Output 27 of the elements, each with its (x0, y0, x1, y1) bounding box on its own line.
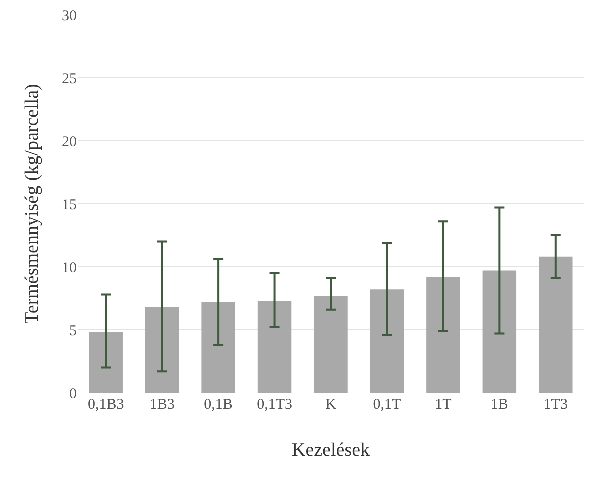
bar (482, 270, 517, 393)
x-tick-label: 0,1T3 (257, 397, 292, 413)
x-tick-label: 0,1T (373, 397, 402, 413)
y-tick-label: 10 (62, 260, 77, 276)
y-tick-label: 25 (62, 71, 77, 88)
x-tick-label: 1T (435, 397, 452, 413)
bar (89, 332, 123, 393)
y-tick-label: 30 (62, 8, 77, 24)
y-tick-label: 5 (70, 323, 77, 340)
y-axis-title: Termésmennyiség (kg/parcella) (22, 84, 43, 324)
bar (314, 296, 348, 393)
bar (426, 277, 460, 393)
x-tick-label: K (326, 397, 337, 413)
y-tick-label: 0 (70, 386, 77, 402)
bar (258, 301, 292, 393)
x-tick-label: 1B (490, 397, 508, 413)
bar (202, 302, 236, 393)
x-tick-label: 0,1B (204, 397, 233, 413)
bar (145, 307, 180, 393)
x-tick-label: 0,1B3 (88, 397, 124, 413)
bar (370, 290, 404, 393)
x-axis-title: Kezelések (292, 440, 371, 461)
y-tick-label: 20 (62, 134, 77, 150)
y-tick-label: 15 (62, 197, 77, 214)
x-tick-label: 1B3 (150, 397, 175, 413)
bar (539, 256, 573, 393)
x-tick-label: 1T3 (544, 397, 568, 413)
